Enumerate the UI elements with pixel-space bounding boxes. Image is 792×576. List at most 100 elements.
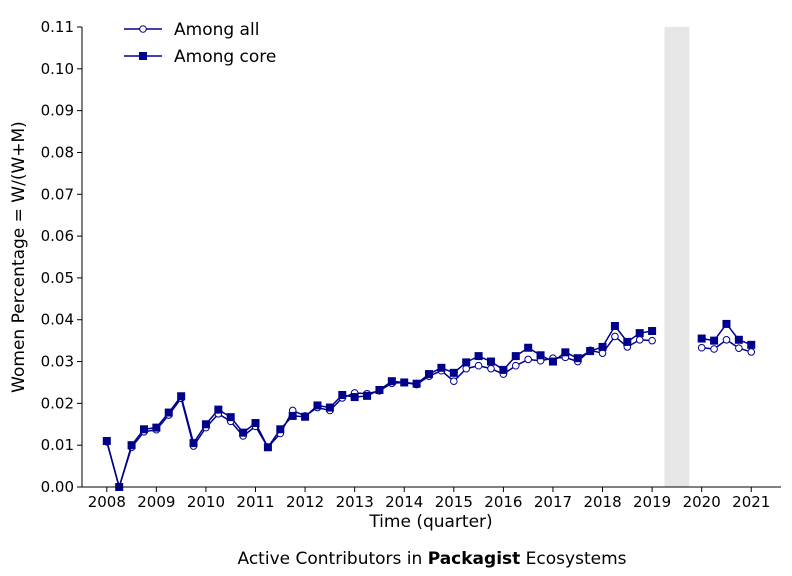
x-axis-label: Time (quarter) bbox=[368, 512, 492, 532]
caption-prefix: Active Contributors in bbox=[238, 549, 428, 569]
data-point-among-core bbox=[164, 408, 173, 417]
x-tick-label: 2020 bbox=[683, 493, 721, 511]
data-point-among-core bbox=[474, 352, 483, 361]
data-point-among-core bbox=[313, 401, 322, 410]
data-point-among-core bbox=[734, 335, 743, 344]
data-point-among-core bbox=[586, 347, 595, 356]
data-point-among-core bbox=[288, 411, 297, 420]
data-point-among-all bbox=[487, 364, 495, 373]
y-tick-label: 0.05 bbox=[41, 269, 74, 287]
caption-suffix: Ecosystems bbox=[520, 549, 626, 569]
data-point-among-all bbox=[524, 355, 532, 364]
data-point-among-all bbox=[697, 343, 706, 352]
data-point-among-core bbox=[201, 420, 210, 429]
data-point-among-core bbox=[511, 352, 520, 361]
y-tick-label: 0.09 bbox=[41, 102, 74, 120]
data-point-among-core bbox=[710, 336, 719, 345]
x-tick-label: 2016 bbox=[484, 493, 522, 511]
shaded-region bbox=[664, 27, 690, 487]
data-point-among-core bbox=[747, 340, 756, 349]
data-point-among-core bbox=[226, 413, 235, 422]
x-tick-label: 2017 bbox=[534, 493, 572, 511]
data-point-among-core bbox=[139, 425, 148, 434]
data-point-among-core bbox=[239, 428, 248, 437]
data-point-among-all bbox=[710, 345, 718, 353]
data-point-among-core bbox=[325, 403, 334, 412]
legend: Among all Among core bbox=[124, 20, 276, 67]
legend-marker-among-all bbox=[139, 25, 147, 33]
data-point-among-core bbox=[486, 357, 495, 366]
y-axis-label: Women Percentage = W/(W+M) bbox=[9, 121, 29, 393]
data-point-among-core bbox=[623, 337, 632, 346]
data-point-among-core bbox=[127, 441, 136, 450]
y-tick-label: 0.11 bbox=[41, 18, 74, 36]
x-tick-label: 2013 bbox=[336, 493, 374, 511]
x-tick-label: 2021 bbox=[732, 493, 770, 511]
data-point-among-core bbox=[102, 437, 111, 445]
data-point-among-core bbox=[276, 425, 285, 434]
y-tick-label: 0.10 bbox=[41, 60, 74, 78]
x-tick-label: 2015 bbox=[435, 493, 473, 511]
data-point-among-core bbox=[152, 423, 161, 432]
data-point-among-all bbox=[722, 336, 731, 344]
legend-label-among-all: Among all bbox=[174, 20, 259, 40]
data-point-among-core bbox=[598, 342, 607, 351]
data-point-among-core bbox=[189, 439, 198, 448]
data-point-among-core bbox=[648, 327, 657, 336]
legend-marker-among-core bbox=[139, 52, 147, 60]
x-ticks: 2008 2009 2010 2011 2012 2013 2014 2015 2016 2017… bbox=[88, 487, 770, 511]
data-point-among-core bbox=[722, 319, 731, 328]
data-point-among-core bbox=[697, 334, 706, 343]
data-point-among-core bbox=[177, 392, 186, 401]
data-point-among-core bbox=[263, 443, 272, 452]
data-point-among-core bbox=[400, 378, 409, 387]
data-point-among-core bbox=[214, 405, 223, 414]
caption-bold: Packagist bbox=[428, 549, 521, 569]
series-among-core bbox=[102, 319, 756, 491]
data-point-among-core bbox=[301, 412, 310, 421]
x-tick-label: 2008 bbox=[88, 493, 126, 511]
data-point-among-core bbox=[462, 358, 471, 367]
y-tick-label: 0.01 bbox=[41, 436, 74, 454]
data-point-among-core bbox=[350, 393, 359, 402]
x-tick-label: 2018 bbox=[583, 493, 621, 511]
data-point-among-core bbox=[437, 363, 446, 372]
series-line-among-core bbox=[106, 325, 653, 488]
data-point-among-all bbox=[611, 332, 619, 341]
data-point-among-core bbox=[449, 368, 458, 377]
y-tick-label: 0.03 bbox=[41, 353, 74, 371]
axes bbox=[81, 27, 781, 488]
x-tick-label: 2011 bbox=[236, 493, 274, 511]
data-point-among-all bbox=[511, 361, 520, 370]
data-point-among-core bbox=[412, 379, 421, 388]
data-point-among-core bbox=[499, 365, 508, 374]
data-point-among-core bbox=[536, 351, 545, 360]
shaded-region-layer bbox=[664, 27, 690, 487]
data-point-among-all bbox=[635, 336, 644, 344]
y-tick-label: 0.06 bbox=[41, 227, 74, 245]
y-tick-label: 0.02 bbox=[41, 394, 74, 412]
data-point-among-core bbox=[561, 348, 570, 357]
x-tick-label: 2009 bbox=[137, 493, 175, 511]
legend-label-among-core: Among core bbox=[174, 47, 276, 67]
y-tick-label: 0.07 bbox=[41, 185, 74, 203]
x-tick-label: 2019 bbox=[633, 493, 671, 511]
series-among-all bbox=[102, 332, 756, 491]
y-tick-label: 0.08 bbox=[41, 143, 74, 161]
series-layer bbox=[102, 319, 756, 491]
data-point-among-core bbox=[338, 391, 347, 399]
data-point-among-core bbox=[375, 385, 384, 394]
data-point-among-all bbox=[648, 336, 656, 345]
data-point-among-core bbox=[610, 322, 619, 330]
data-point-among-core bbox=[363, 391, 372, 400]
y-tick-label: 0.00 bbox=[41, 478, 74, 496]
x-tick-label: 2012 bbox=[286, 493, 324, 511]
y-tick-label: 0.04 bbox=[41, 311, 74, 329]
data-point-among-all bbox=[450, 377, 458, 386]
data-point-among-all bbox=[747, 348, 756, 356]
data-point-among-core bbox=[387, 377, 396, 386]
data-point-among-core bbox=[548, 357, 557, 366]
series-line-among-all bbox=[106, 335, 653, 488]
data-point-among-all bbox=[474, 361, 483, 370]
